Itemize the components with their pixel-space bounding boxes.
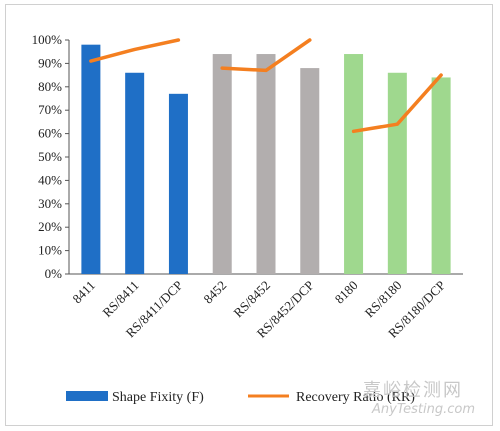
x-tick-label: 8411 xyxy=(69,278,98,307)
watermark: 嘉峪检测网 AnyTesting.com xyxy=(363,380,475,417)
bar-rs-8411 xyxy=(125,72,145,274)
bar-rs-8180 xyxy=(387,72,407,274)
y-tick-label: 90% xyxy=(38,55,62,70)
y-tick-label: 80% xyxy=(38,79,62,94)
recovery-ratio-line-1 xyxy=(89,38,181,63)
x-tick-label: 8180 xyxy=(332,278,361,307)
bar-rs-8452 xyxy=(256,54,276,274)
y-tick-label: 10% xyxy=(38,243,62,258)
bar-8180 xyxy=(344,54,364,274)
legend: Shape Fixity (F) Recovery Ratio (RR) xyxy=(66,390,415,405)
line-series xyxy=(89,38,443,134)
x-tick-label: RS/8180 xyxy=(362,278,405,321)
bar-8411 xyxy=(81,44,101,275)
bar-rs-8180-dcp xyxy=(431,77,451,274)
bar-rs-8452-dcp xyxy=(300,68,320,274)
x-tick-label: 8452 xyxy=(200,278,229,307)
x-tick-label: RS/8411 xyxy=(99,278,141,320)
bar-8452 xyxy=(212,54,232,274)
y-tick-label: 70% xyxy=(38,102,62,117)
legend-swatch-shape-fixity xyxy=(66,391,108,401)
legend-label-recovery-ratio: Recovery Ratio (RR) xyxy=(296,390,415,405)
y-tick-label: 100% xyxy=(32,32,63,47)
watermark-text-en: AnyTesting.com xyxy=(371,402,475,417)
bar-rs-8411-dcp xyxy=(168,93,188,274)
y-tick-label: 50% xyxy=(38,149,62,164)
legend-label-shape-fixity: Shape Fixity (F) xyxy=(112,390,204,405)
y-tick-label: 20% xyxy=(38,219,62,234)
bar-series xyxy=(81,44,451,275)
y-tick-label: 40% xyxy=(38,172,62,187)
y-tick-label: 30% xyxy=(38,196,62,211)
y-tick-label: 60% xyxy=(38,126,62,141)
watermark-text-cn: 嘉峪检测网 xyxy=(363,380,463,401)
x-tick-label: RS/8452 xyxy=(230,278,273,321)
y-tick-label: 0% xyxy=(45,266,63,281)
